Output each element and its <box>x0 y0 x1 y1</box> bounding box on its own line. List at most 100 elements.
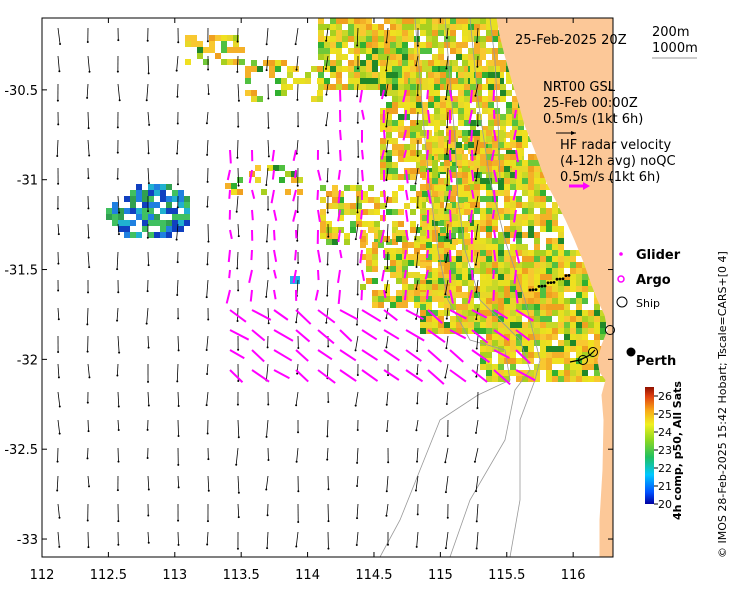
model-vector-head <box>444 261 447 264</box>
sst-pixel <box>534 352 540 358</box>
model-vector <box>237 475 240 493</box>
sst-pixel <box>255 165 261 171</box>
sst-pixel <box>492 340 498 346</box>
sst-pixel <box>480 196 486 202</box>
sst-pixel <box>558 238 564 244</box>
sst-pixel <box>516 214 522 220</box>
sst-pixel <box>160 232 166 238</box>
model-vector-head <box>56 155 59 158</box>
sst-pixel <box>384 248 390 254</box>
sst-pixel <box>450 304 456 310</box>
sst-pixel <box>492 346 498 352</box>
model-vector-head <box>385 317 388 320</box>
sst-pixel <box>474 24 480 30</box>
model-vector <box>325 111 329 126</box>
sst-pixel <box>504 160 510 166</box>
model-vector-head <box>87 291 90 294</box>
sst-pixel <box>462 136 468 142</box>
sst-pixel <box>148 220 154 226</box>
sst-pixel <box>311 96 317 102</box>
radar-vector <box>469 89 473 104</box>
sst-pixel <box>416 96 422 102</box>
model-vector-head <box>297 520 300 523</box>
model-vector-head <box>176 183 179 186</box>
radar-vector <box>361 349 379 361</box>
sst-pixel <box>402 278 408 284</box>
sst-pixel <box>564 328 570 334</box>
sst-pixel <box>468 36 474 42</box>
model-vector-head <box>237 348 240 351</box>
model-vector <box>386 475 389 492</box>
sst-pixel <box>522 232 528 238</box>
sst-pixel <box>458 114 464 120</box>
sst-pixel <box>440 66 446 72</box>
model-vector-head <box>176 206 179 209</box>
sst-pixel <box>546 292 552 298</box>
sst-pixel <box>354 48 360 54</box>
model-vector-head <box>475 291 478 294</box>
sst-pixel <box>480 298 486 304</box>
sst-pixel <box>456 142 462 148</box>
sst-pixel <box>570 286 576 292</box>
sst-pixel <box>380 60 386 66</box>
model-vector <box>176 139 179 154</box>
sst-pixel <box>552 292 558 298</box>
radar-vector <box>295 349 309 362</box>
sst-pixel <box>434 78 440 84</box>
model-vector <box>386 503 389 516</box>
model-vector-head <box>118 351 121 354</box>
sst-pixel <box>522 166 528 172</box>
sst-pixel <box>494 66 500 72</box>
sst-pixel <box>470 60 476 66</box>
colorbar <box>645 387 654 504</box>
sst-pixel <box>172 214 178 220</box>
sst-pixel <box>516 286 522 292</box>
sst-pixel <box>488 72 494 78</box>
sst-pixel <box>402 78 408 84</box>
sst-pixel <box>486 262 492 268</box>
sst-pixel <box>450 232 456 238</box>
sst-pixel <box>396 60 402 66</box>
sst-pixel <box>426 284 432 290</box>
radar-vector <box>490 149 495 162</box>
model-vector-head <box>87 127 90 130</box>
sst-pixel <box>486 268 492 274</box>
sst-pixel <box>488 96 494 102</box>
sst-pixel <box>392 90 398 96</box>
sst-pixel <box>518 126 524 132</box>
sst-pixel <box>452 60 458 66</box>
sst-pixel <box>456 256 462 262</box>
sst-pixel <box>486 256 492 262</box>
sst-pixel <box>390 260 396 266</box>
sst-pixel <box>474 244 480 250</box>
sst-pixel <box>468 304 474 310</box>
sst-pixel <box>500 90 506 96</box>
sst-pixel <box>386 78 392 84</box>
sst-pixel <box>444 322 450 328</box>
model-vector-head <box>265 43 268 46</box>
sst-pixel <box>464 233 470 239</box>
sst-pixel <box>464 209 470 215</box>
model-vector <box>476 503 479 522</box>
sst-pixel <box>498 184 504 190</box>
radar-vector <box>292 209 297 222</box>
sst-pixel <box>546 250 552 256</box>
sst-pixel <box>516 226 522 232</box>
sst-pixel <box>582 328 588 334</box>
model-vector <box>237 503 240 518</box>
sst-pixel <box>154 202 160 208</box>
sst-pixel <box>434 197 440 203</box>
sst-pixel <box>291 177 297 183</box>
model-vector <box>416 531 419 547</box>
sst-pixel <box>372 296 378 302</box>
sst-pixel <box>540 310 546 316</box>
sst-pixel <box>446 227 452 233</box>
model-vector <box>296 139 299 154</box>
radar-vector <box>427 309 443 324</box>
sst-pixel <box>422 114 428 120</box>
sst-pixel <box>374 221 380 227</box>
sst-pixel <box>432 236 438 242</box>
sst-pixel <box>326 233 332 239</box>
sst-pixel <box>552 238 558 244</box>
radar-vector <box>229 329 250 341</box>
